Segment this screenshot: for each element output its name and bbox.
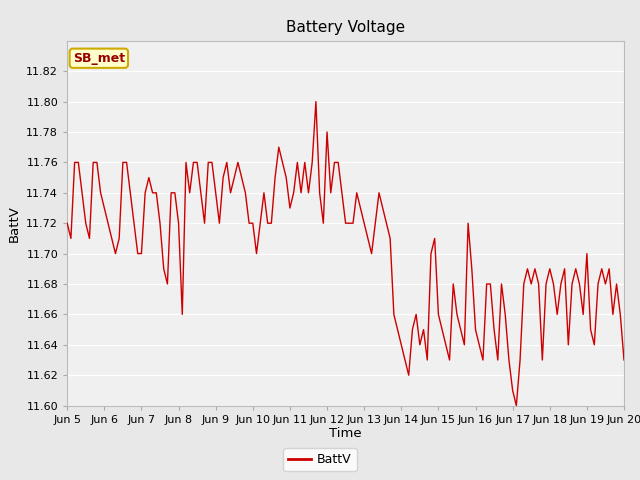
X-axis label: Time: Time bbox=[330, 427, 362, 441]
Title: Battery Voltage: Battery Voltage bbox=[286, 21, 405, 36]
Y-axis label: BattV: BattV bbox=[8, 205, 20, 241]
Text: SB_met: SB_met bbox=[73, 52, 125, 65]
Legend: BattV: BattV bbox=[284, 448, 356, 471]
